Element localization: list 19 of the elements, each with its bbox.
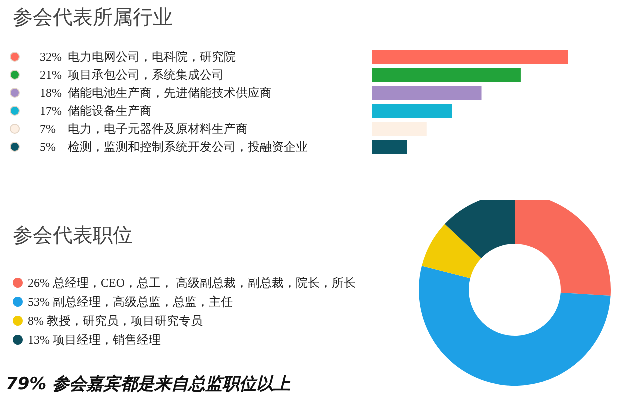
y-tick-label: 5% 检测，监测和控制系统开发公司，投融资企业 (40, 140, 308, 154)
bar (372, 140, 408, 154)
legend-label: 53% 副总经理，高级总监，总监，主任 (28, 295, 233, 309)
bar (372, 68, 521, 82)
legend-label: 13% 项目经理，销售经理 (28, 333, 161, 347)
text: 参会代表所属行业 (13, 5, 173, 29)
y-tick-label: 7% 电力，电子元器件及原材料生产商 (40, 122, 248, 136)
y-tick-label: 18% 储能电池生产商，先进储能技术供应商 (40, 86, 272, 100)
y-tick-label: 17% 储能设备生产商 (40, 104, 152, 118)
bar (372, 86, 482, 100)
y-tick-label: 21% 项目承包公司，系统集成公司 (40, 68, 224, 82)
bar (372, 50, 568, 64)
y-tick-label: 32% 电力电网公司，电科院，研究院 (40, 50, 236, 64)
bar (372, 104, 452, 118)
legend-label: 26% 总经理，CEO，总工， 高级副总裁，副总裁，院长，所长 (28, 276, 356, 290)
text: 79% 参会嘉宾都是来自总监职位以上 (6, 374, 292, 394)
legend-label: 8% 教授，研究员，项目研究专员 (28, 314, 203, 328)
text: 参会代表职位 (13, 223, 133, 247)
bar (372, 122, 427, 136)
